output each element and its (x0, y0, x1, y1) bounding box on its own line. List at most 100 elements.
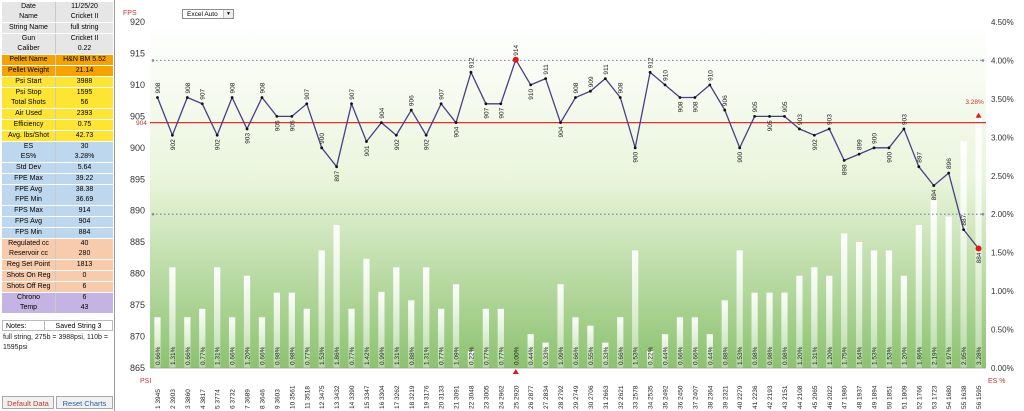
fps-point (693, 96, 697, 99)
fps-point (887, 146, 891, 150)
max-fps-marker (512, 56, 519, 63)
shot-psi-label: 27 2834 (543, 385, 550, 409)
stat-value[interactable]: 914 (78, 207, 91, 214)
es-bar (348, 308, 355, 368)
scale-dropdown[interactable]: Excel Auto ▼ (182, 9, 234, 19)
es-percent-label: 0.66% (677, 346, 684, 365)
fps-data-label: 905 (274, 120, 281, 131)
default-data-button[interactable]: Default Data (2, 396, 54, 409)
fps-data-label: 897 (916, 151, 923, 162)
shot-psi-label: 28 2792 (558, 385, 565, 409)
es-bar (482, 308, 490, 368)
fps-data-label: 903 (827, 114, 834, 125)
es-bar (691, 317, 699, 368)
es-percent-label: 2.19% (931, 346, 938, 365)
es-percent-label: 1.20% (245, 346, 252, 365)
stat-value[interactable]: 280 (78, 250, 91, 257)
fps-data-label: 905 (782, 101, 789, 112)
es-bar (378, 291, 385, 368)
psi-label: PSI (140, 378, 151, 385)
stat-value[interactable]: 3.28% (74, 153, 95, 160)
notes-value[interactable]: Saved String 3 (55, 323, 102, 330)
stat-row: Temp 43 (2, 303, 113, 313)
stat-value[interactable]: 0 (82, 272, 87, 279)
stat-value[interactable]: 43 (80, 304, 89, 311)
stat-row: Caliber 0.22 (2, 44, 113, 54)
fps-data-label: 906 (409, 95, 416, 106)
stat-value[interactable]: 1595 (76, 89, 93, 96)
es-percent-label: 0.66% (155, 346, 162, 365)
reset-charts-button[interactable]: Reset Charts (56, 396, 113, 409)
stat-value[interactable]: 3988 (76, 78, 93, 85)
stat-label: Shots On Reg (2, 271, 56, 281)
es-bar (228, 317, 236, 368)
right-axis-tick: 0.00% (991, 364, 1014, 373)
left-axis-tick: 900 (130, 143, 145, 153)
es-percent-label: 0.00% (513, 346, 520, 365)
fps-data-label: 905 (767, 120, 774, 131)
es-bar (676, 317, 684, 368)
shot-psi-label: 7 3689 (245, 389, 252, 409)
right-axis-tick: 2.00% (991, 210, 1014, 219)
stat-value[interactable]: 42.73 (75, 132, 94, 139)
stat-value[interactable]: 6 (82, 283, 87, 290)
fps-point (454, 121, 458, 125)
es-percent-label: 0.98% (782, 346, 789, 365)
es-bar (154, 317, 161, 368)
stat-value[interactable]: 0.75 (77, 121, 92, 128)
fps-data-label: 904 (379, 107, 386, 118)
stat-value[interactable]: 884 (78, 229, 91, 236)
es-percent-label: 1.86% (916, 346, 923, 365)
es-bar (333, 224, 340, 368)
es-bar (661, 334, 669, 368)
shot-psi-label: 47 1980 (842, 385, 849, 409)
fps-data-label: 911 (543, 64, 550, 75)
right-axis-tick: 0.50% (991, 326, 1014, 335)
es-bar (557, 284, 564, 368)
notes-text[interactable]: full string, 275b = 3988psi, 110b = 1595… (3, 334, 108, 351)
stat-label: Psi Start (2, 77, 56, 87)
stat-value[interactable]: 904 (78, 218, 91, 225)
stat-value[interactable]: 6 (82, 294, 87, 301)
fps-point (245, 127, 249, 131)
fps-point (290, 114, 294, 118)
fps-point (365, 140, 368, 143)
es-bar (393, 267, 400, 368)
stat-value[interactable]: 11/25/20 (71, 3, 98, 10)
es-percent-label: 0.66% (692, 346, 699, 365)
stat-value[interactable]: Cricket II (70, 35, 99, 42)
stat-value[interactable]: 56 (80, 99, 89, 106)
es-bar (303, 308, 310, 368)
es-percent-label: 0.33% (603, 346, 610, 365)
stat-value[interactable]: 2393 (76, 110, 93, 117)
fps-data-label: 907 (483, 107, 490, 118)
stat-value[interactable]: 38.38 (75, 186, 94, 193)
axes: 865 870 875 880 885 890 895 900 905 910 915 920 0.00… (123, 10, 1014, 409)
stat-value[interactable]: 1813 (76, 261, 93, 268)
fps-point (783, 114, 786, 118)
es-bar (646, 351, 654, 368)
fps-data-label: 902 (424, 139, 431, 150)
es-bar (930, 199, 937, 368)
stat-row: FPS Avg 904 (2, 217, 113, 227)
es-bar (288, 292, 295, 368)
right-axis-tick: 1.50% (991, 249, 1014, 258)
stat-value[interactable]: H&N BM 5.52 (63, 56, 106, 63)
stat-value[interactable]: Cricket II (70, 13, 99, 20)
stat-value[interactable]: 21.14 (75, 67, 94, 74)
shot-psi-label: 3 3860 (185, 389, 192, 409)
fps-point (768, 114, 771, 118)
stat-value[interactable]: 39.22 (75, 175, 94, 182)
stat-value[interactable]: full string (70, 24, 99, 31)
es-bar (960, 141, 967, 368)
stat-value[interactable]: 0.22 (77, 45, 92, 52)
es-percent-label: 1.31% (215, 346, 222, 365)
chevron-down-icon[interactable]: ▼ (223, 10, 233, 18)
stat-label: Avg. lbs/Shot (2, 131, 56, 141)
stat-value[interactable]: 36.69 (75, 196, 94, 203)
fps-data-label: 908 (677, 101, 684, 112)
fps-data-label: 903 (245, 133, 252, 144)
stat-value[interactable]: 5.64 (77, 164, 92, 171)
stat-value[interactable]: 30 (80, 143, 89, 150)
stat-value[interactable]: 40 (80, 240, 89, 247)
